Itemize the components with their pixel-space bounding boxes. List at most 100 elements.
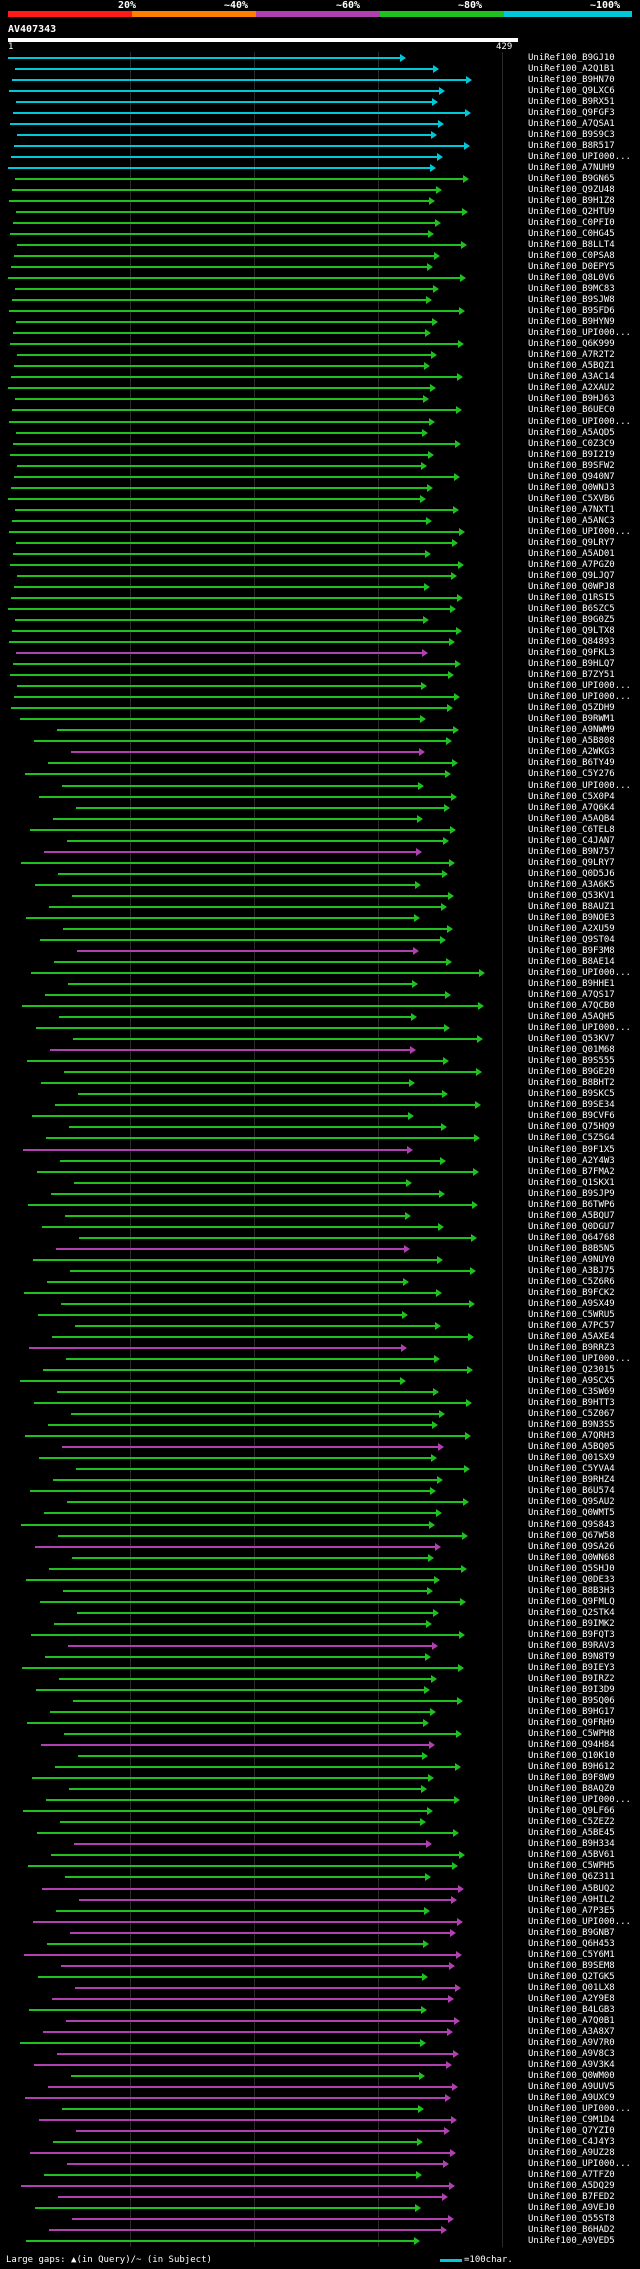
hit-label-link[interactable]: UniRef100_A5AD01	[528, 548, 615, 559]
hit-alignment-bar[interactable]	[8, 166, 430, 169]
hit-alignment-bar[interactable]	[36, 1688, 424, 1691]
hit-alignment-bar[interactable]	[20, 2041, 420, 2044]
hit-label-link[interactable]: UniRef100_Q5SHJ0	[528, 1563, 615, 1574]
hit-alignment-bar[interactable]	[17, 244, 461, 247]
hit-alignment-bar[interactable]	[9, 89, 439, 92]
hit-alignment-bar[interactable]	[53, 1479, 437, 1482]
hit-label-link[interactable]: UniRef100_A7QS17	[528, 990, 615, 1001]
hit-alignment-bar[interactable]	[27, 1722, 423, 1725]
hit-alignment-bar[interactable]	[59, 1677, 431, 1680]
hit-alignment-bar[interactable]	[11, 486, 427, 489]
hit-alignment-bar[interactable]	[46, 1799, 454, 1802]
hit-alignment-bar[interactable]	[47, 1942, 423, 1945]
hit-alignment-bar[interactable]	[32, 1777, 428, 1780]
hit-label-link[interactable]: UniRef100_A7NUH9	[528, 162, 615, 173]
hit-label-link[interactable]: UniRef100_Q6Z311	[528, 1872, 615, 1883]
hit-label-link[interactable]: UniRef100_B9RAV3	[528, 1640, 615, 1651]
hit-label-link[interactable]: UniRef100_B8BHT2	[528, 1078, 615, 1089]
hit-alignment-bar[interactable]	[31, 1633, 459, 1636]
hit-alignment-bar[interactable]	[43, 2030, 447, 2033]
hit-alignment-bar[interactable]	[11, 376, 457, 379]
hit-alignment-bar[interactable]	[26, 2240, 414, 2243]
hit-label-link[interactable]: UniRef100_B9N3S5	[528, 1420, 615, 1431]
hit-label-link[interactable]: UniRef100_C5Y6M1	[528, 1949, 615, 1960]
hit-label-link[interactable]: UniRef100_C5WPH5	[528, 1861, 615, 1872]
hit-alignment-bar[interactable]	[35, 2207, 415, 2210]
hit-alignment-bar[interactable]	[51, 1192, 439, 1195]
hit-alignment-bar[interactable]	[34, 2064, 446, 2066]
hit-alignment-bar[interactable]	[61, 1302, 469, 1305]
hit-label-link[interactable]: UniRef100_C5Z6R6	[528, 1276, 615, 1287]
hit-alignment-bar[interactable]	[24, 1953, 456, 1956]
hit-alignment-bar[interactable]	[45, 994, 445, 997]
hit-alignment-bar[interactable]	[16, 100, 432, 103]
hit-alignment-bar[interactable]	[78, 1755, 422, 1758]
hit-alignment-bar[interactable]	[16, 321, 432, 324]
hit-label-link[interactable]: UniRef100_B8AE14	[528, 956, 615, 967]
hit-label-link[interactable]: UniRef100_Q9S843	[528, 1519, 615, 1530]
hit-label-link[interactable]: UniRef100_B8B3H3	[528, 1585, 615, 1596]
hit-alignment-bar[interactable]	[69, 1788, 421, 1791]
hit-alignment-bar[interactable]	[48, 762, 452, 765]
hit-alignment-bar[interactable]	[35, 883, 415, 886]
hit-alignment-bar[interactable]	[53, 2141, 417, 2144]
hit-label-link[interactable]: UniRef100_B6UEC0	[528, 405, 615, 416]
hit-alignment-bar[interactable]	[49, 905, 441, 908]
hit-label-link[interactable]: UniRef100_A7NXT1	[528, 504, 615, 515]
hit-label-link[interactable]: UniRef100_C0HG45	[528, 228, 615, 239]
hit-alignment-bar[interactable]	[54, 960, 446, 963]
hit-label-link[interactable]: UniRef100_Q7YZI0	[528, 2126, 615, 2137]
hit-alignment-bar[interactable]	[69, 1126, 441, 1129]
hit-label-link[interactable]: UniRef100_A9UUV5	[528, 2082, 615, 2093]
hit-label-link[interactable]: UniRef100_Q53KV7	[528, 1034, 615, 1045]
hit-label-link[interactable]: UniRef100_Q53KV1	[528, 890, 615, 901]
hit-label-link[interactable]: UniRef100_B9SKC5	[528, 1089, 615, 1100]
hit-alignment-bar[interactable]	[17, 464, 421, 467]
hit-alignment-bar[interactable]	[42, 1225, 438, 1228]
hit-label-link[interactable]: UniRef100_B9HHE1	[528, 979, 615, 990]
hit-label-link[interactable]: UniRef100_A7R2T2	[528, 350, 615, 361]
hit-alignment-bar[interactable]	[17, 685, 421, 688]
hit-label-link[interactable]: UniRef100_B9GN65	[528, 173, 615, 184]
hit-alignment-bar[interactable]	[41, 1082, 409, 1085]
hit-alignment-bar[interactable]	[65, 1214, 405, 1217]
hit-label-link[interactable]: UniRef100_UPI000...	[528, 2104, 631, 2115]
hit-alignment-bar[interactable]	[50, 1711, 430, 1714]
hit-alignment-bar[interactable]	[61, 1964, 449, 1967]
hit-label-link[interactable]: UniRef100_A9HIL2	[528, 1894, 615, 1905]
hit-label-link[interactable]: UniRef100_B7FED2	[528, 2192, 615, 2203]
hit-label-link[interactable]: UniRef100_A7PGZ0	[528, 559, 615, 570]
hit-label-link[interactable]: UniRef100_A9NUY0	[528, 1254, 615, 1265]
hit-alignment-bar[interactable]	[67, 839, 443, 842]
hit-label-link[interactable]: UniRef100_A7QSA1	[528, 118, 615, 129]
hit-alignment-bar[interactable]	[48, 2086, 452, 2089]
hit-label-link[interactable]: UniRef100_C0PFI0	[528, 217, 615, 228]
hit-label-link[interactable]: UniRef100_B9GE20	[528, 1067, 615, 1078]
hit-label-link[interactable]: UniRef100_C4JAN7	[528, 835, 615, 846]
hit-alignment-bar[interactable]	[21, 861, 449, 864]
hit-alignment-bar[interactable]	[50, 1049, 410, 1052]
hit-label-link[interactable]: UniRef100_A5DQ29	[528, 2181, 615, 2192]
hit-label-link[interactable]: UniRef100_B6U574	[528, 1486, 615, 1497]
hit-alignment-bar[interactable]	[12, 188, 436, 191]
hit-label-link[interactable]: UniRef100_UPI000...	[528, 780, 631, 791]
hit-label-link[interactable]: UniRef100_B9FCK2	[528, 1287, 615, 1298]
hit-alignment-bar[interactable]	[39, 1457, 431, 1460]
hit-label-link[interactable]: UniRef100_B9RWM1	[528, 714, 615, 725]
hit-alignment-bar[interactable]	[12, 78, 466, 81]
hit-label-link[interactable]: UniRef100_B6HAD2	[528, 2225, 615, 2236]
hit-alignment-bar[interactable]	[14, 696, 454, 699]
hit-alignment-bar[interactable]	[16, 541, 452, 544]
hit-label-link[interactable]: UniRef100_B9GNB7	[528, 1927, 615, 1938]
hit-alignment-bar[interactable]	[26, 1578, 434, 1581]
hit-alignment-bar[interactable]	[58, 2196, 442, 2199]
hit-alignment-bar[interactable]	[79, 1898, 451, 1901]
hit-label-link[interactable]: UniRef100_C5Z5G4	[528, 1133, 615, 1144]
hit-label-link[interactable]: UniRef100_Q67W58	[528, 1530, 615, 1541]
hit-label-link[interactable]: UniRef100_UPI000...	[528, 1023, 631, 1034]
hit-alignment-bar[interactable]	[8, 56, 400, 59]
hit-alignment-bar[interactable]	[62, 2108, 418, 2111]
hit-label-link[interactable]: UniRef100_B9SFD6	[528, 306, 615, 317]
hit-alignment-bar[interactable]	[47, 1280, 403, 1283]
hit-alignment-bar[interactable]	[58, 1534, 462, 1537]
